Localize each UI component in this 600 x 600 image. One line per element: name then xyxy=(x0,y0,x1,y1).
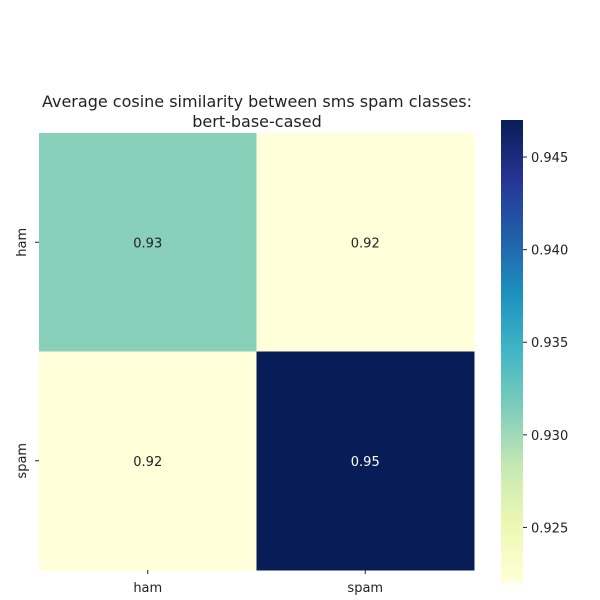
cell-value-label: 0.93 xyxy=(133,236,162,251)
y-axis: ham spam xyxy=(15,228,39,479)
title-line-2: bert-base-cased xyxy=(192,112,321,131)
colorbar: 0.925 0.930 0.935 0.940 0.945 xyxy=(501,120,568,583)
x-tick-label: ham xyxy=(133,581,162,596)
colorbar-tick-label: 0.925 xyxy=(531,521,568,536)
heatmap-cells: 0.93 0.92 0.92 0.95 xyxy=(39,133,475,571)
cell-value-label: 0.92 xyxy=(351,236,380,251)
heatmap-cell xyxy=(39,351,257,571)
x-tick-label: spam xyxy=(347,581,383,596)
cell-value-label: 0.95 xyxy=(351,455,380,470)
colorbar-tick-label: 0.935 xyxy=(531,336,568,351)
heatmap-cell xyxy=(256,351,475,571)
cell-value-label: 0.92 xyxy=(133,455,162,470)
chart-title: Average cosine similarity between sms sp… xyxy=(42,92,472,131)
colorbar-tick-label: 0.945 xyxy=(531,151,568,166)
heatmap-cell xyxy=(39,133,257,352)
colorbar-tick-label: 0.930 xyxy=(531,429,568,444)
x-axis: ham spam xyxy=(133,570,383,596)
y-tick-label: spam xyxy=(15,443,30,479)
heatmap-cell xyxy=(256,133,475,352)
y-tick-label: ham xyxy=(15,228,30,257)
title-line-1: Average cosine similarity between sms sp… xyxy=(42,92,472,111)
colorbar-tick-label: 0.940 xyxy=(531,244,568,259)
colorbar-gradient xyxy=(501,120,523,583)
